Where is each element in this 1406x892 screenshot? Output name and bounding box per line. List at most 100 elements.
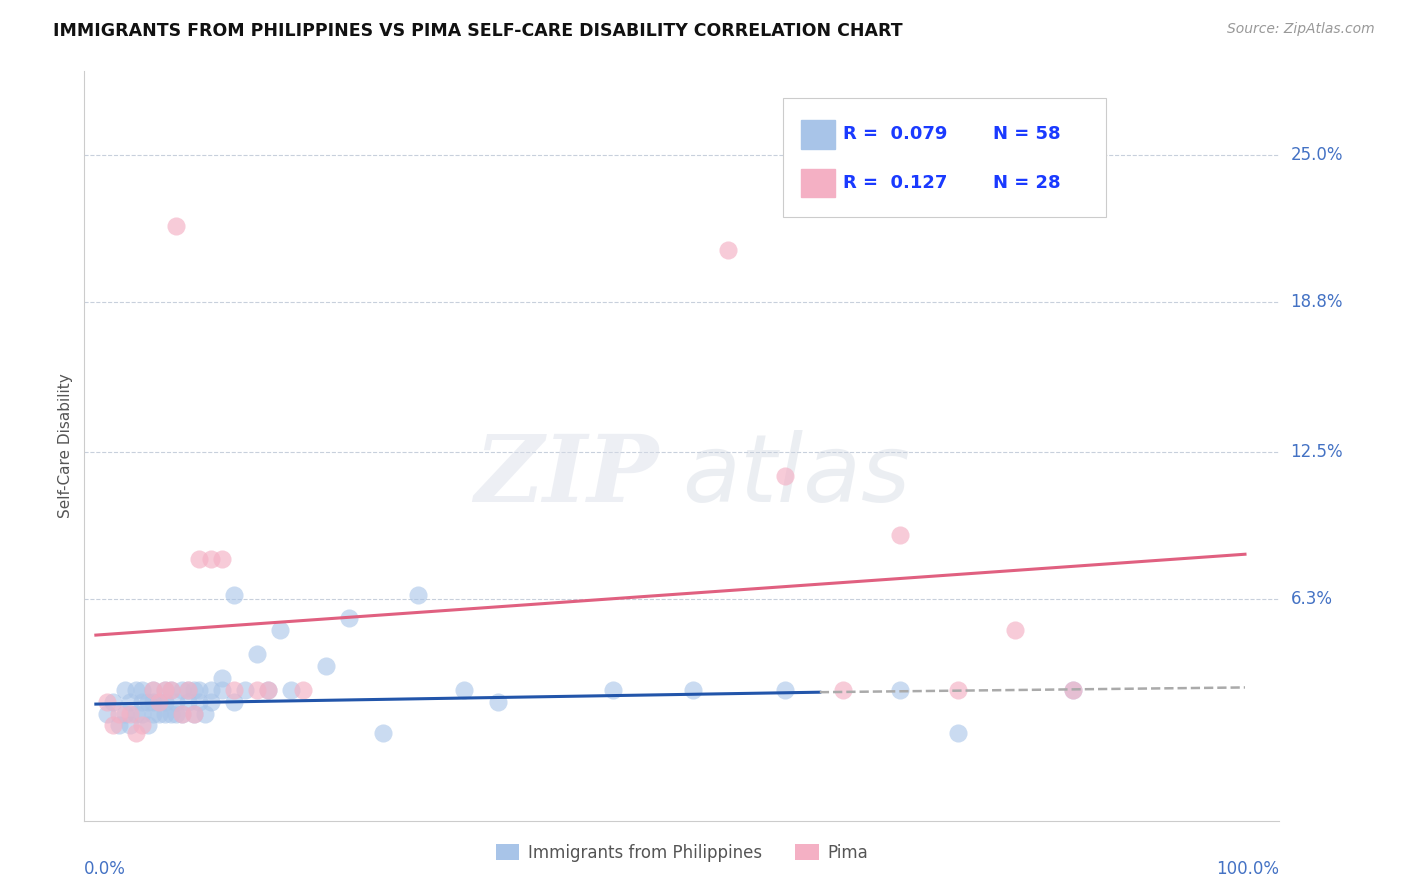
Text: 100.0%: 100.0% — [1216, 860, 1279, 878]
Point — [96, 706, 118, 721]
Point — [188, 695, 211, 709]
Point — [211, 671, 233, 685]
Point — [136, 695, 159, 709]
Text: 25.0%: 25.0% — [1291, 145, 1343, 163]
Point — [889, 528, 911, 542]
Point — [131, 718, 153, 732]
Point — [453, 682, 475, 697]
Point — [682, 682, 704, 697]
Text: N = 58: N = 58 — [993, 125, 1060, 144]
Point — [200, 682, 222, 697]
Text: ZIP: ZIP — [474, 431, 658, 521]
Point — [148, 695, 170, 709]
Point — [177, 682, 200, 697]
Point — [222, 682, 245, 697]
Point — [108, 706, 131, 721]
Point — [406, 588, 429, 602]
Point — [131, 706, 153, 721]
Point — [120, 695, 142, 709]
Point — [142, 682, 165, 697]
Legend: Immigrants from Philippines, Pima: Immigrants from Philippines, Pima — [489, 838, 875, 869]
Text: R =  0.079: R = 0.079 — [844, 125, 948, 144]
Text: N = 28: N = 28 — [993, 174, 1060, 192]
Y-axis label: Self-Care Disability: Self-Care Disability — [58, 374, 73, 518]
Point — [183, 706, 205, 721]
Point — [269, 624, 291, 638]
Point — [120, 706, 142, 721]
Point — [486, 695, 509, 709]
Point — [165, 695, 187, 709]
Point — [211, 682, 233, 697]
Point — [153, 682, 176, 697]
Point — [337, 611, 360, 625]
Point — [775, 468, 797, 483]
Point — [831, 682, 853, 697]
Point — [108, 718, 131, 732]
Point — [602, 682, 624, 697]
Point — [114, 682, 136, 697]
Point — [717, 243, 740, 257]
Point — [142, 682, 165, 697]
Text: 0.0%: 0.0% — [84, 860, 127, 878]
Text: 18.8%: 18.8% — [1291, 293, 1343, 311]
Point — [946, 682, 969, 697]
Point — [211, 552, 233, 566]
Point — [257, 682, 280, 697]
Point — [1062, 682, 1084, 697]
Point — [257, 682, 280, 697]
Point — [200, 695, 222, 709]
Point — [101, 695, 124, 709]
Point — [291, 682, 314, 697]
Point — [170, 706, 193, 721]
Point — [194, 706, 217, 721]
Point — [373, 725, 395, 739]
Point — [946, 725, 969, 739]
Point — [96, 695, 118, 709]
Point — [246, 682, 269, 697]
Point — [125, 706, 148, 721]
Point — [125, 725, 148, 739]
Point — [177, 695, 200, 709]
Point — [183, 706, 205, 721]
Point — [222, 588, 245, 602]
Point — [159, 682, 181, 697]
Point — [148, 695, 170, 709]
Bar — [801, 120, 835, 149]
Point — [1062, 682, 1084, 697]
Point — [280, 682, 302, 697]
Point — [246, 647, 269, 661]
Point — [131, 682, 153, 697]
Point — [159, 706, 181, 721]
Point — [222, 695, 245, 709]
Point — [315, 659, 337, 673]
Point — [153, 682, 176, 697]
Text: atlas: atlas — [682, 431, 910, 522]
Text: 6.3%: 6.3% — [1291, 591, 1333, 608]
Point — [136, 718, 159, 732]
Point — [114, 706, 136, 721]
Point — [170, 706, 193, 721]
Point — [159, 682, 181, 697]
Point — [775, 682, 797, 697]
Point — [153, 695, 176, 709]
Point — [170, 682, 193, 697]
Point — [165, 706, 187, 721]
Point — [188, 552, 211, 566]
Point — [142, 695, 165, 709]
Point — [200, 552, 222, 566]
Point — [142, 706, 165, 721]
Point — [148, 706, 170, 721]
Point — [1004, 624, 1026, 638]
Point — [165, 219, 187, 233]
Bar — [801, 169, 835, 197]
Point — [120, 718, 142, 732]
Text: Source: ZipAtlas.com: Source: ZipAtlas.com — [1227, 22, 1375, 37]
Point — [153, 706, 176, 721]
Text: 12.5%: 12.5% — [1291, 443, 1343, 461]
Text: R =  0.127: R = 0.127 — [844, 174, 948, 192]
Point — [183, 682, 205, 697]
Point — [125, 682, 148, 697]
Point — [131, 695, 153, 709]
Text: IMMIGRANTS FROM PHILIPPINES VS PIMA SELF-CARE DISABILITY CORRELATION CHART: IMMIGRANTS FROM PHILIPPINES VS PIMA SELF… — [53, 22, 903, 40]
Point — [233, 682, 256, 697]
